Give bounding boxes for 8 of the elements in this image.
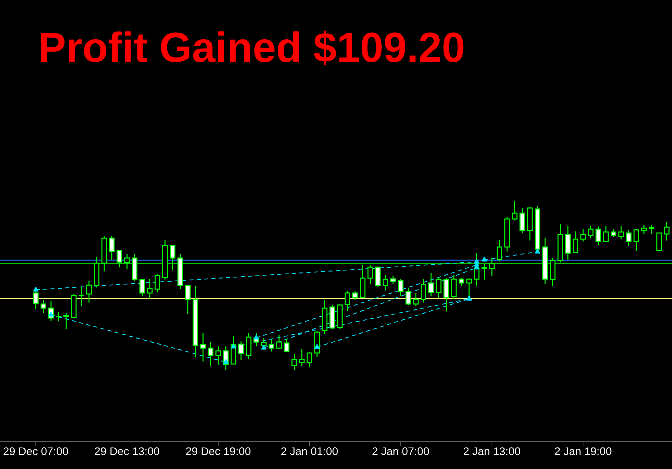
x-tick-label: 2 Jan 07:00 xyxy=(372,448,430,456)
x-tick-label: 29 Dec 19:00 xyxy=(186,448,251,456)
x-tick-label: 2 Jan 19:00 xyxy=(555,448,612,456)
chart-title: Profit Gained $109.20 xyxy=(41,30,464,66)
x-tick-label: 2 Jan 01:00 xyxy=(281,448,338,456)
x-tick-label: 2 Jan 13:00 xyxy=(464,448,520,456)
x-tick-label: 29 Dec 13:00 xyxy=(95,448,160,456)
x-tick-label: 29 Dec 07:00 xyxy=(4,448,68,456)
